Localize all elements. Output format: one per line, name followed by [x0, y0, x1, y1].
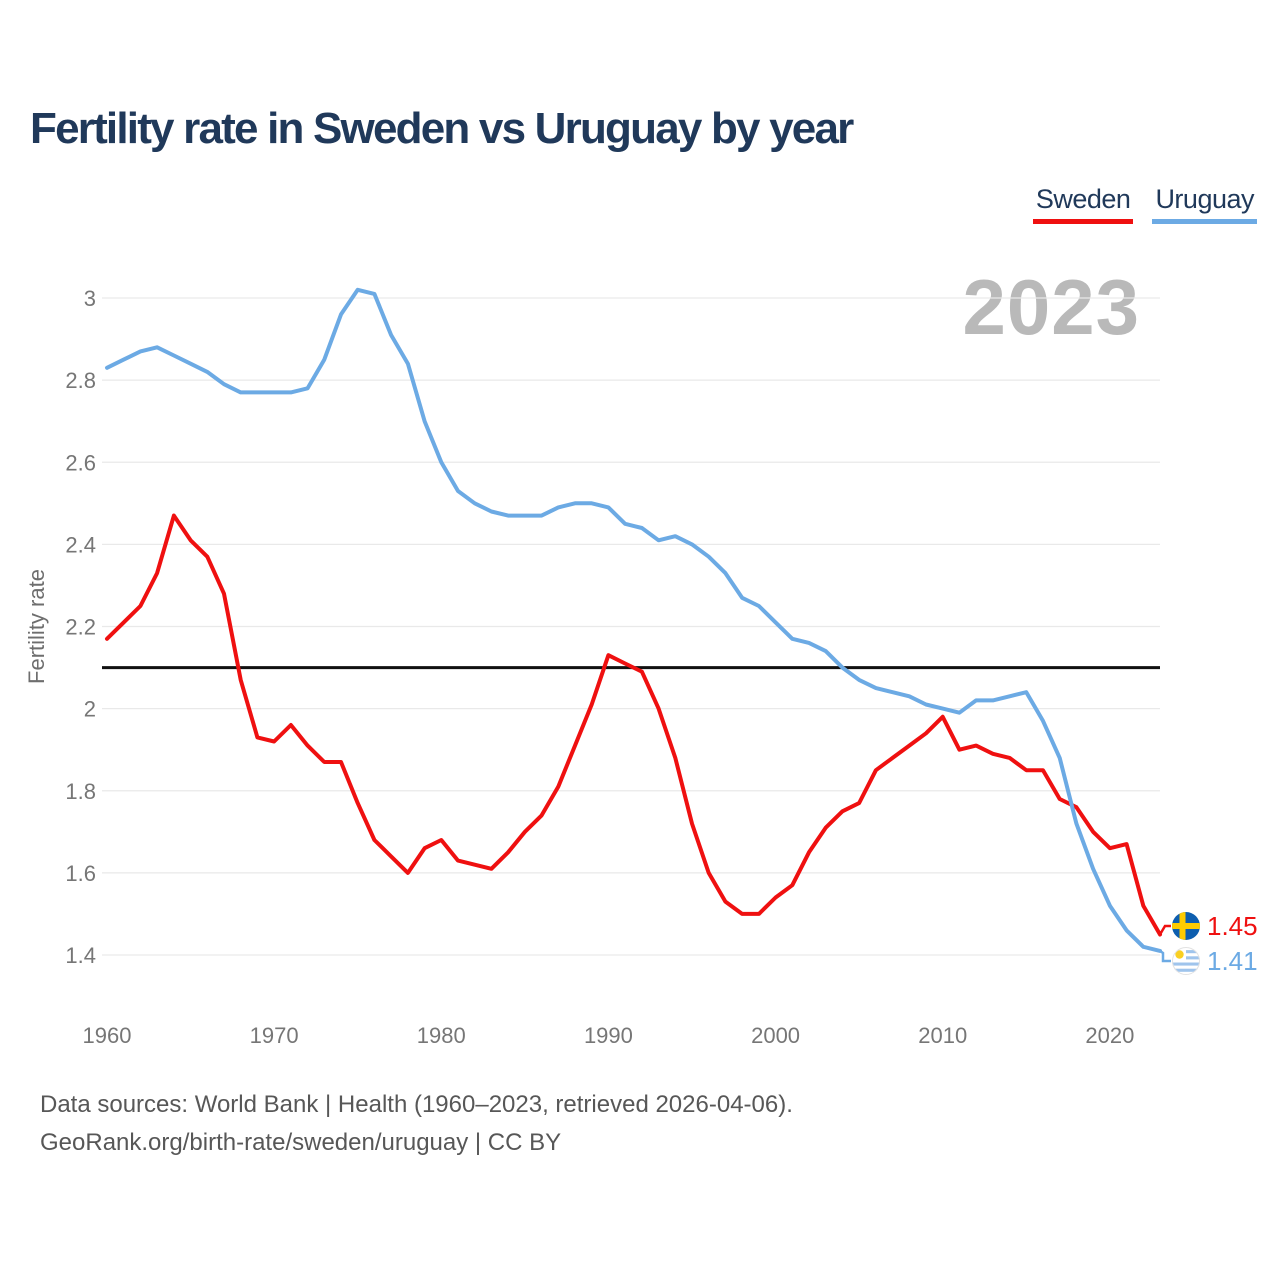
svg-text:2.4: 2.4	[65, 532, 96, 557]
legend-item-sweden[interactable]: Sweden	[1032, 184, 1134, 224]
svg-text:1990: 1990	[584, 1023, 633, 1048]
svg-text:1970: 1970	[250, 1023, 299, 1048]
uruguay-end-value: 1.41	[1207, 946, 1258, 976]
svg-text:2010: 2010	[918, 1023, 967, 1048]
footer-source-line: Data sources: World Bank | Health (1960–…	[40, 1091, 793, 1118]
svg-text:2.8: 2.8	[65, 368, 96, 393]
svg-text:3: 3	[84, 286, 96, 311]
svg-text:1960: 1960	[83, 1023, 132, 1048]
svg-text:1.8: 1.8	[65, 779, 96, 804]
sweden-flag-icon	[1172, 912, 1200, 940]
footer: Data sources: World Bank | Health (1960–…	[40, 1086, 793, 1162]
svg-text:2: 2	[84, 697, 96, 722]
svg-text:1.6: 1.6	[65, 861, 96, 886]
svg-text:Fertility rate: Fertility rate	[24, 569, 49, 684]
uruguay-flag-icon	[1172, 947, 1200, 975]
svg-text:2.6: 2.6	[65, 450, 96, 475]
watermark-year: 2023	[962, 263, 1140, 351]
svg-text:2020: 2020	[1085, 1023, 1134, 1048]
svg-text:2.2: 2.2	[65, 615, 96, 640]
page-title: Fertility rate in Sweden vs Uruguay by y…	[30, 104, 854, 153]
svg-text:1980: 1980	[417, 1023, 466, 1048]
svg-text:1.4: 1.4	[65, 943, 96, 968]
sweden-end-value: 1.45	[1207, 911, 1258, 941]
footer-license-line: GeoRank.org/birth-rate/sweden/uruguay | …	[40, 1129, 562, 1156]
svg-text:2000: 2000	[751, 1023, 800, 1048]
legend: Sweden Uruguay	[1032, 184, 1257, 224]
legend-item-uruguay[interactable]: Uruguay	[1152, 184, 1257, 224]
